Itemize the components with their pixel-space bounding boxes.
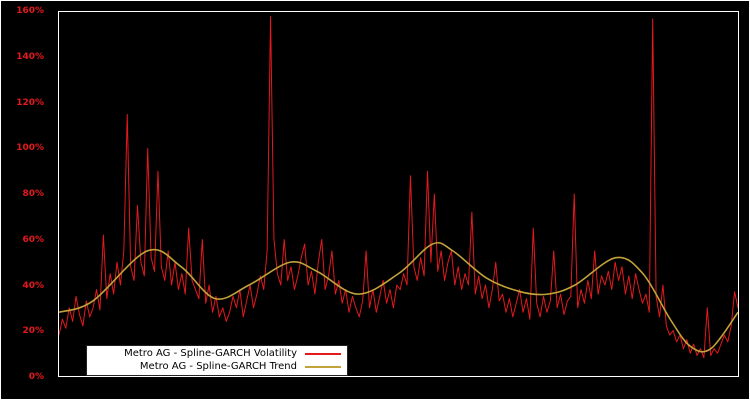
y-axis-tick-label: 160% bbox=[16, 6, 44, 16]
y-axis-tick-label: 20% bbox=[22, 326, 44, 337]
y-axis: 160% 140% 120% 100% 80% 60% 40% 20% 0% bbox=[1, 6, 51, 382]
y-axis-tick-label: 100% bbox=[16, 143, 44, 154]
plot-area bbox=[58, 11, 739, 377]
legend: Metro AG - Spline-GARCH Volatility Metro… bbox=[86, 345, 348, 376]
legend-label-trend: Metro AG - Spline-GARCH Trend bbox=[139, 361, 297, 372]
legend-item-volatility: Metro AG - Spline-GARCH Volatility bbox=[91, 347, 341, 360]
y-axis-tick-label: 0% bbox=[28, 372, 44, 382]
y-axis-tick-label: 40% bbox=[22, 280, 44, 291]
y-axis-tick-label: 120% bbox=[16, 97, 44, 108]
plot-svg bbox=[59, 16, 738, 359]
volatility-line-sample bbox=[305, 352, 341, 355]
trend-series bbox=[59, 241, 738, 353]
legend-item-trend: Metro AG - Spline-GARCH Trend bbox=[91, 360, 341, 373]
legend-label-volatility: Metro AG - Spline-GARCH Volatility bbox=[124, 348, 297, 359]
y-axis-tick-label: 80% bbox=[22, 189, 44, 199]
trend-line-sample bbox=[305, 365, 341, 368]
volatility-series bbox=[59, 16, 738, 359]
y-axis-tick-label: 60% bbox=[22, 234, 44, 245]
y-axis-tick-label: 140% bbox=[16, 51, 44, 62]
